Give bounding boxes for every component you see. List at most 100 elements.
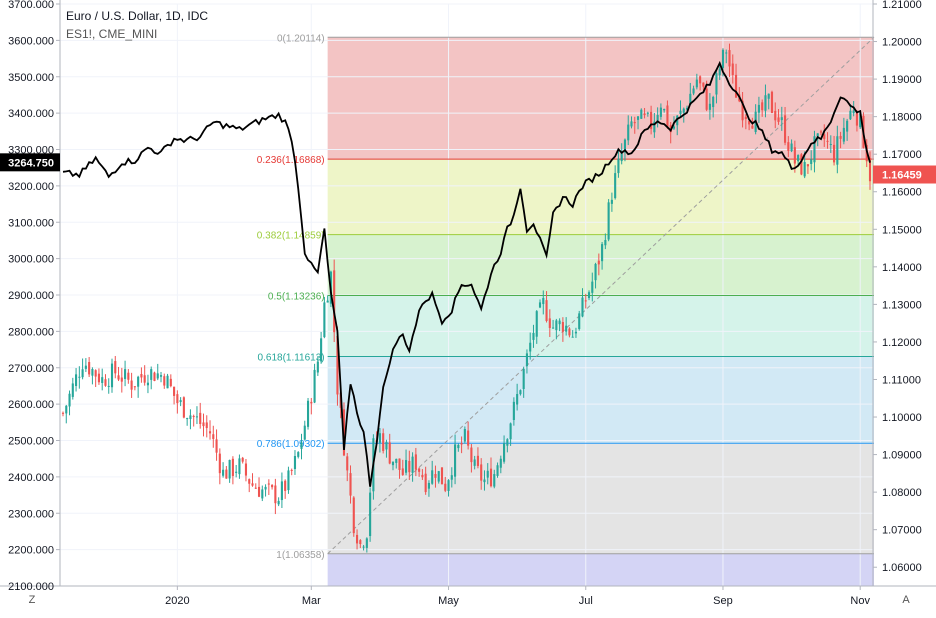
candle-body [516,394,519,405]
candle-body [503,443,506,462]
fibonacci-retracement: 0(1.20114) 0.236(1.16868) 0.382(1.14859) 0.… [257,33,875,561]
candle-body [186,418,189,420]
candle-body [823,134,826,139]
candle-body [176,394,179,404]
candle-body [467,430,470,446]
right-tick-label: 1.06000 [882,562,922,574]
candle-body [450,475,453,480]
candle-body [646,112,649,114]
left-tick-label: 2400.000 [8,472,54,484]
right-tick-label: 1.07000 [882,525,922,537]
candle-body [421,474,424,478]
candle-body [744,116,747,119]
candle-body [601,244,604,262]
x-tick-label: May [438,595,459,607]
candle-body [486,470,489,478]
candle-body [813,136,816,163]
left-tick-label: 2800.000 [8,326,54,338]
left-tick-label: 3200.000 [8,181,54,193]
candle-body [852,110,855,114]
candle-body [617,158,620,174]
candle-body [591,281,594,293]
candle-body [248,479,251,484]
candle-body [708,103,711,110]
right-last-price: 1.16459 [882,170,922,182]
candle-body [473,459,476,466]
left-tick-label: 2200.000 [8,545,54,557]
candle-body [561,322,564,332]
candle-body [274,485,277,504]
candle-body [447,480,450,491]
candle-body [666,105,669,127]
candle-body [532,333,535,340]
candle-body [787,142,790,151]
candle-body [483,479,486,483]
candle-body [741,100,744,121]
candle-body [545,300,548,321]
candle-body [110,363,114,388]
candle-body [313,369,316,403]
fib-zone-0.618 [327,356,874,444]
candle-body [529,342,532,352]
right-tick-label: 1.13000 [882,299,922,311]
fib-label-0.5: 0.5(1.13236) [268,292,325,303]
candle-body [444,483,447,491]
left-tick-label: 2100.000 [8,581,54,593]
candle-body [699,76,702,84]
candle-body [604,239,607,246]
candle-body [767,93,770,99]
timezone-button[interactable]: Z [28,594,36,606]
candle-body [689,93,692,105]
candle-body [578,313,581,329]
candle-body [734,74,738,98]
candle-body [310,401,313,404]
candle-body [607,202,610,240]
candle-body [349,473,352,496]
candle-body [251,483,254,486]
candle-body [287,470,290,491]
candle-body [133,386,136,388]
candle-body [643,113,646,116]
candle-body [404,460,408,473]
candle-body [355,534,359,544]
candle-body [806,164,809,167]
candle-body [793,147,796,164]
candle-body [542,297,545,305]
candle-body [382,433,385,451]
chart-legend: Euro / U.S. Dollar, 1D, IDC ES1!, CME_MI… [66,9,208,41]
candle-body [369,492,372,537]
candle-body [84,365,87,369]
candle-body [140,374,143,378]
x-tick-label: 2020 [165,595,189,607]
candle-body [705,88,708,110]
right-tick-label: 1.18000 [882,112,922,124]
candle-body [78,376,81,378]
candle-body [489,468,493,487]
candle-body [362,546,365,548]
candle-body [620,152,623,162]
candle-body [431,470,434,484]
candle-body [437,471,440,482]
candle-body [715,73,718,95]
candle-body [584,300,587,302]
candle-body [320,338,323,362]
candle-body [496,465,499,476]
candle-body [819,131,823,133]
candle-body [552,327,555,329]
candle-body [75,374,78,387]
candle-body [833,144,836,163]
candle-body [480,464,483,481]
candle-body [114,361,117,374]
candle-body [493,474,496,487]
candle-body [388,442,391,464]
candle-body [581,297,584,317]
auto-scale-button[interactable]: A [902,594,910,606]
candle-body [359,540,362,545]
candle-body [411,456,414,473]
fib-zone-1 [327,553,874,586]
right-tick-label: 1.20000 [882,37,922,49]
candle-body [189,415,192,420]
candle-body [836,136,839,165]
